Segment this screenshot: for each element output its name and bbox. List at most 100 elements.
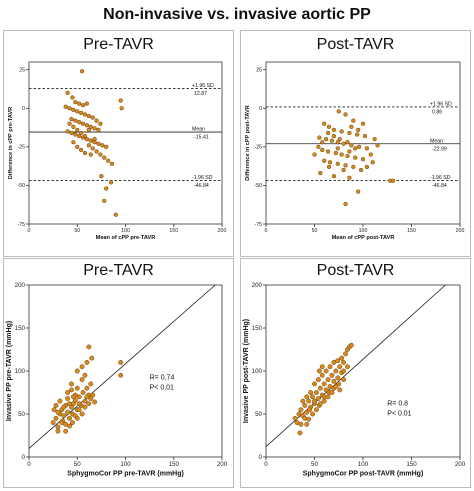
data-point-post-bland-altman: [364, 146, 370, 151]
data-point-post-bland-altman: [316, 144, 321, 149]
data-point-post-bland-altman: [322, 158, 327, 163]
data-point-pre-bland-altman: [99, 174, 104, 179]
data-point-pre-correlation: [82, 372, 88, 378]
panel-title-pre-bland-altman: Pre-TAVR: [83, 36, 154, 53]
data-point-pre-bland-altman: [79, 69, 85, 74]
data-point-pre-bland-altman: [78, 147, 84, 153]
data-point-pre-correlation: [84, 385, 90, 391]
data-point-pre-bland-altman: [119, 106, 124, 111]
data-point-post-bland-altman: [320, 147, 325, 153]
y-tick-label-pre-correlation: 200: [15, 282, 26, 289]
data-point-pre-bland-altman: [82, 133, 88, 139]
data-point-pre-correlation: [69, 381, 74, 387]
y-tick-label-post-correlation: 0: [259, 454, 263, 461]
data-point-pre-bland-altman: [73, 118, 78, 123]
data-point-pre-bland-altman: [71, 107, 76, 112]
data-point-pre-bland-altman: [113, 212, 118, 217]
x-tick-label-post-bland-altman: 0: [265, 228, 268, 234]
data-point-pre-correlation: [74, 415, 80, 421]
data-point-pre-correlation: [82, 398, 88, 404]
reference-line-label-post-bland-altman: Mean: [430, 138, 443, 144]
data-point-post-correlation: [304, 394, 310, 400]
data-point-pre-bland-altman: [108, 180, 114, 185]
data-point-post-correlation: [315, 377, 321, 383]
data-point-post-bland-altman: [368, 152, 373, 157]
data-point-pre-correlation: [76, 401, 82, 407]
data-point-post-correlation: [317, 385, 323, 391]
data-point-pre-bland-altman: [67, 106, 72, 111]
data-point-post-bland-altman: [341, 141, 346, 146]
y-tick-label-post-correlation: 200: [252, 282, 263, 289]
data-point-pre-bland-altman: [84, 137, 90, 142]
data-point-pre-bland-altman: [98, 121, 103, 126]
data-point-pre-bland-altman: [73, 132, 78, 137]
data-point-pre-correlation: [86, 401, 92, 407]
data-point-post-correlation: [306, 398, 312, 404]
data-point-post-correlation: [308, 390, 314, 395]
data-point-post-bland-altman: [336, 109, 341, 114]
data-point-pre-bland-altman: [69, 116, 74, 122]
data-point-post-bland-altman: [353, 146, 358, 151]
y-axis-label-pre-correlation: Invasive PP pre-TAVR (mmHg): [6, 321, 13, 421]
data-point-pre-correlation: [55, 428, 61, 434]
data-point-post-bland-altman: [353, 155, 358, 160]
x-tick-label-pre-bland-altman: 0: [28, 228, 31, 234]
data-point-post-correlation: [337, 364, 343, 370]
x-tick-label-pre-correlation: 150: [169, 461, 180, 468]
reference-line-label-pre-bland-altman: +1.96 SD: [192, 83, 214, 89]
x-tick-label-pre-correlation: 100: [120, 461, 131, 468]
data-point-post-correlation: [341, 359, 347, 365]
data-point-pre-bland-altman: [71, 124, 76, 129]
data-point-post-bland-altman: [331, 133, 337, 139]
data-point-pre-bland-altman: [73, 99, 78, 105]
x-tick-label-pre-correlation: 200: [217, 461, 228, 468]
data-point-post-bland-altman: [372, 137, 377, 142]
data-point-pre-bland-altman: [96, 127, 101, 133]
data-point-post-correlation: [329, 390, 335, 395]
x-tick-label-post-correlation: 0: [264, 461, 268, 468]
data-point-pre-bland-altman: [67, 121, 72, 126]
reference-line-value-pre-bland-altman: -15.41: [194, 135, 209, 141]
data-point-post-bland-altman: [317, 135, 322, 140]
panel-frame-pre-bland-altman: [3, 30, 234, 257]
data-point-pre-bland-altman: [80, 121, 86, 126]
y-tick-label-post-correlation: 150: [252, 325, 263, 332]
data-point-post-bland-altman: [325, 130, 331, 136]
data-point-pre-bland-altman: [77, 133, 82, 139]
data-point-post-correlation: [345, 364, 350, 370]
data-point-post-correlation: [341, 377, 347, 383]
data-point-pre-correlation: [88, 381, 94, 387]
data-point-post-correlation: [292, 415, 298, 421]
data-point-post-correlation: [325, 377, 331, 383]
x-tick-label-post-bland-altman: 150: [407, 228, 416, 234]
data-point-post-bland-altman: [339, 129, 344, 134]
data-point-post-bland-altman: [358, 167, 364, 173]
stat-annotation-post-correlation: P< 0.01: [387, 410, 411, 417]
data-point-post-bland-altman: [347, 130, 352, 136]
data-point-post-bland-altman: [343, 112, 348, 117]
x-tick-label-pre-bland-altman: 200: [218, 228, 227, 234]
y-tick-label-post-correlation: 100: [252, 368, 263, 375]
y-tick-label-pre-bland-altman: -25: [18, 145, 26, 151]
data-point-post-bland-altman: [345, 153, 350, 159]
data-point-post-correlation: [319, 372, 325, 378]
x-tick-label-post-bland-altman: 50: [312, 228, 318, 234]
x-tick-label-pre-bland-altman: 50: [74, 228, 80, 234]
data-point-post-bland-altman: [325, 149, 331, 154]
y-tick-label-pre-bland-altman: 25: [19, 68, 25, 74]
data-point-post-correlation: [298, 407, 304, 413]
data-point-pre-bland-altman: [102, 198, 107, 203]
data-point-post-bland-altman: [364, 164, 370, 170]
data-point-pre-bland-altman: [92, 126, 97, 131]
data-point-pre-bland-altman: [77, 101, 82, 106]
data-point-post-correlation: [310, 411, 315, 417]
y-tick-label-post-bland-altman: -25: [255, 145, 263, 151]
data-point-post-correlation: [300, 398, 306, 404]
data-point-pre-correlation: [55, 424, 61, 430]
data-point-pre-correlation: [55, 409, 61, 415]
data-point-pre-correlation: [57, 398, 63, 404]
data-point-post-correlation: [312, 398, 317, 404]
data-point-pre-correlation: [82, 404, 88, 410]
data-point-pre-correlation: [65, 409, 71, 415]
